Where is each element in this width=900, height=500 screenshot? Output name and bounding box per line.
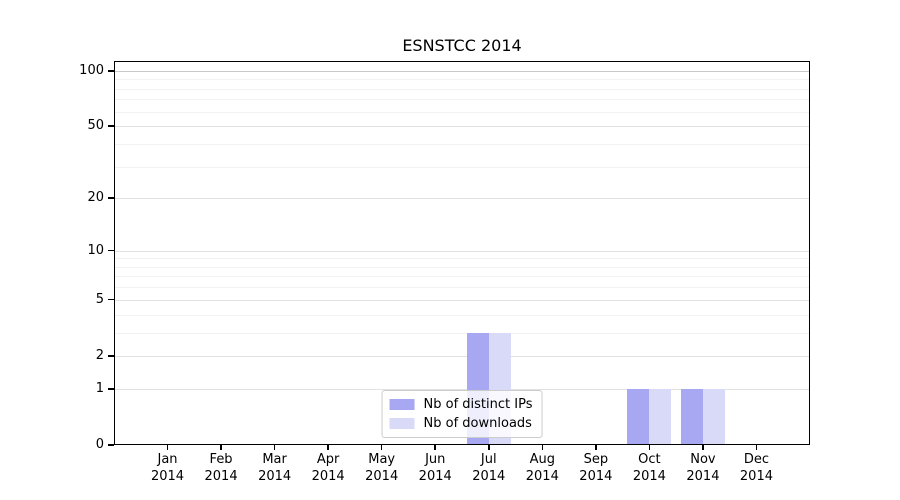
minor-gridline	[114, 266, 810, 268]
y-tick-label: 10	[87, 242, 104, 258]
x-tick-label: Feb 2014	[204, 452, 238, 484]
bars-layer	[114, 61, 810, 445]
x-tick-mark	[273, 445, 276, 450]
legend-item-distinct-ips: Nb of distinct IPs	[389, 397, 533, 412]
y-tick-mark	[108, 355, 114, 357]
legend-label-downloads: Nb of downloads	[423, 416, 532, 431]
y-tick-label: 0	[95, 437, 104, 452]
gridlines-layer	[114, 61, 810, 445]
chart-title: ESNSTCC 2014	[402, 36, 522, 55]
minor-gridline	[114, 276, 810, 278]
minor-gridline	[114, 88, 810, 90]
major-gridline	[114, 355, 810, 357]
y-tick-label: 20	[87, 190, 104, 206]
major-gridline	[114, 70, 810, 72]
major-gridline	[114, 198, 810, 200]
major-gridline	[114, 388, 810, 390]
x-tick-label: Nov 2014	[686, 452, 720, 484]
y-tick-label: 1	[95, 380, 104, 396]
x-tick-mark	[541, 445, 544, 450]
y-tick-label: 100	[79, 62, 104, 78]
legend-label-distinct-ips: Nb of distinct IPs	[423, 397, 533, 412]
y-tick-label: 50	[87, 118, 104, 134]
legend-item-downloads: Nb of downloads	[389, 416, 533, 431]
minor-gridline	[114, 287, 810, 289]
x-tick-mark	[327, 445, 329, 450]
minor-gridline	[114, 79, 810, 81]
x-tick-label: Jun 2014	[418, 452, 452, 484]
y-tick-mark	[108, 249, 114, 252]
minor-gridline	[114, 111, 810, 113]
minor-gridline	[114, 166, 810, 168]
x-tick-label: Sep 2014	[579, 452, 613, 484]
x-tick-label: Apr 2014	[311, 452, 345, 484]
bar-nov-downloads	[702, 388, 725, 445]
major-gridline	[114, 299, 810, 301]
major-gridline	[114, 250, 810, 252]
x-tick-mark	[595, 445, 597, 450]
minor-gridline	[114, 258, 810, 260]
legend-swatch-distinct-ips	[389, 399, 415, 410]
major-gridline	[114, 126, 810, 128]
x-tick-label: Jan 2014	[150, 452, 185, 484]
x-tick-label: Aug 2014	[525, 452, 559, 484]
y-tick-mark	[108, 70, 114, 72]
minor-gridline	[114, 332, 810, 334]
legend-swatch-downloads	[389, 418, 415, 429]
x-tick-label: Jul 2014	[472, 452, 506, 484]
x-tick-mark	[702, 445, 704, 450]
minor-gridline	[114, 314, 810, 316]
y-tick-mark	[108, 298, 114, 301]
y-tick-label: 5	[95, 291, 104, 307]
x-tick-mark	[380, 445, 383, 450]
y-tick-mark	[108, 444, 114, 446]
x-tick-label: May 2014	[365, 452, 399, 484]
x-tick-label: Mar 2014	[258, 452, 292, 484]
x-tick-mark	[488, 445, 490, 450]
x-tick-label: Dec 2014	[739, 452, 773, 484]
plot-area: Nb of distinct IPs Nb of downloads	[114, 61, 810, 445]
x-tick-mark	[220, 445, 222, 450]
y-tick-label: 2	[95, 347, 104, 363]
bar-oct-downloads	[649, 388, 672, 445]
y-tick-mark	[108, 197, 114, 199]
x-tick-mark	[648, 445, 651, 450]
y-tick-mark	[108, 388, 114, 390]
y-tick-mark	[108, 125, 114, 127]
x-tick-label: Oct 2014	[632, 452, 666, 484]
x-tick-mark	[434, 445, 436, 450]
x-tick-mark	[755, 445, 758, 450]
x-tick-mark	[166, 445, 169, 450]
minor-gridline	[114, 143, 810, 145]
legend: Nb of distinct IPs Nb of downloads	[381, 390, 543, 438]
bar-oct-distinct-ips	[627, 388, 650, 445]
bar-nov-distinct-ips	[680, 388, 703, 445]
minor-gridline	[114, 99, 810, 101]
